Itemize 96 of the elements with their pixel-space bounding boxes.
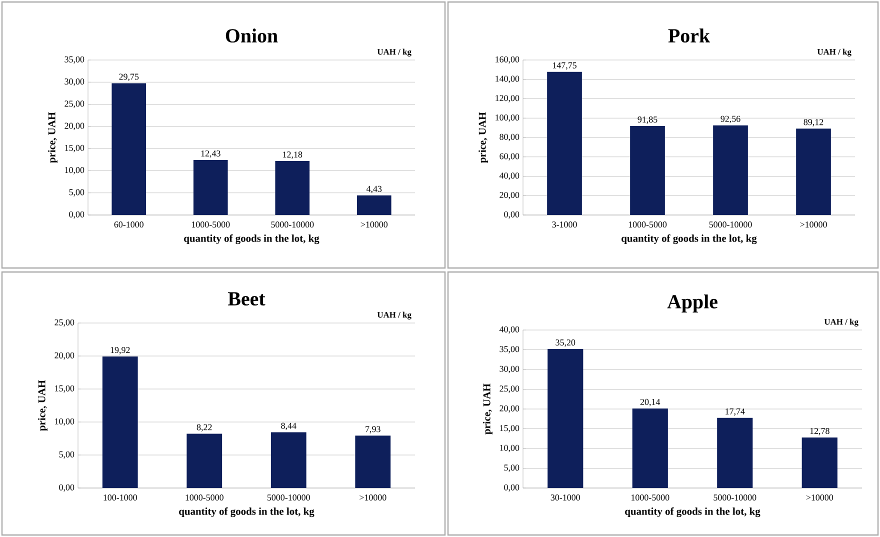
y-tick-label: 10,00 — [55, 418, 74, 426]
bar — [356, 195, 392, 215]
y-tick-label: 40,00 — [499, 172, 520, 180]
x-tick-label: >10000 — [806, 494, 834, 501]
data-label: 8,22 — [196, 424, 212, 432]
y-axis-title: price, UAH — [48, 112, 58, 163]
bar — [112, 83, 146, 215]
bar — [630, 126, 665, 215]
chart-title: Onion — [226, 28, 278, 43]
data-label: 147,75 — [552, 62, 576, 70]
x-tick-label: 1000-5000 — [192, 222, 230, 228]
y-tick-label: 5,00 — [504, 464, 520, 472]
y-tick-label: 0,00 — [504, 211, 520, 219]
y-tick-label: 30,00 — [64, 78, 84, 86]
y-tick-label: 20,00 — [500, 192, 520, 200]
y-tick-label: 0,00 — [59, 484, 74, 492]
y-tick-label: 20,00 — [54, 352, 74, 360]
x-tick-label: 3-1000 — [552, 222, 577, 228]
x-axis-title: quantity of goods in the lot, kg — [622, 234, 757, 244]
bar — [547, 72, 582, 215]
bar — [717, 418, 753, 488]
y-tick-label: 120,00 — [496, 95, 520, 102]
x-axis-title: quantity of goods in the lot, kg — [625, 507, 760, 518]
data-label: 12,43 — [201, 150, 220, 158]
x-tick-label: >10000 — [360, 494, 386, 501]
data-label: 8,44 — [281, 422, 296, 430]
x-axis-title: quantity of goods in the lot, kg — [184, 234, 320, 244]
data-label: 35,20 — [556, 339, 576, 347]
text: UAH / kg — [377, 48, 412, 56]
y-tick-label: 15,00 — [55, 385, 74, 393]
x-tick-label: 5000-10000 — [714, 494, 756, 501]
data-label: 4,43 — [366, 186, 382, 194]
text: UAH / kg — [824, 318, 858, 326]
data-label: 29,75 — [119, 74, 139, 82]
data-label: 12,18 — [283, 152, 302, 159]
data-label: 89,12 — [804, 119, 824, 126]
bar — [355, 436, 391, 488]
y-tick-label: 20,00 — [500, 405, 520, 413]
y-tick-label: 10,00 — [500, 444, 520, 452]
text: UAH / kg — [377, 312, 412, 320]
y-tick-label: 25,00 — [54, 319, 74, 327]
y-tick-label: 80,00 — [500, 134, 520, 142]
x-tick-label: 1000-5000 — [631, 494, 670, 501]
bar — [186, 434, 222, 488]
y-tick-label: 40,00 — [499, 326, 520, 334]
y-tick-label: 160,00 — [496, 56, 520, 64]
bar — [270, 432, 306, 488]
data-label: 20,14 — [640, 398, 660, 406]
data-label: 7,93 — [366, 426, 380, 434]
bar — [713, 125, 748, 215]
y-tick-label: 5,00 — [59, 451, 74, 459]
x-tick-label: 5000-10000 — [709, 222, 752, 228]
y-tick-label: 140,00 — [496, 76, 520, 84]
data-label: 17,74 — [726, 408, 745, 416]
y-tick-label: 0,00 — [69, 211, 84, 219]
y-tick-label: 0,00 — [504, 484, 520, 492]
x-axis-title: quantity of goods in the lot, kg — [179, 507, 314, 518]
data-label: 12,78 — [810, 428, 830, 436]
y-axis-title: price, UAH — [482, 384, 492, 434]
bar — [193, 160, 228, 215]
bar — [548, 348, 584, 488]
bar — [632, 408, 668, 488]
x-tick-label: >10000 — [800, 222, 827, 228]
bar — [796, 128, 831, 215]
y-tick-label: 25,00 — [64, 100, 84, 108]
x-tick-label: 30-1000 — [550, 494, 580, 501]
x-tick-label: 5000-10000 — [267, 494, 310, 501]
y-tick-label: 35,00 — [500, 346, 520, 354]
x-tick-label: 100-1000 — [104, 494, 137, 501]
y-axis-title: price, UAH — [38, 380, 48, 431]
data-label: 19,92 — [110, 347, 130, 354]
y-axis-title: price, UAH — [478, 112, 488, 163]
chart-title: Pork — [668, 28, 710, 43]
data-label: 92,56 — [720, 116, 740, 124]
y-tick-label: 100,00 — [496, 114, 520, 122]
y-tick-label: 5,00 — [69, 189, 84, 197]
y-tick-label: 15,00 — [65, 144, 84, 152]
y-tick-label: 60,00 — [500, 153, 520, 161]
x-tick-label: 1000-5000 — [628, 222, 667, 228]
bar — [102, 356, 138, 488]
y-tick-label: 35,00 — [64, 56, 84, 64]
text: UAH / kg — [817, 48, 852, 56]
bar — [802, 438, 838, 488]
x-tick-label: 5000-10000 — [271, 222, 314, 228]
y-tick-label: 10,00 — [65, 167, 84, 174]
bar — [275, 161, 310, 215]
chart-title: Beet — [228, 292, 266, 306]
y-tick-label: 25,00 — [500, 386, 520, 393]
chart-title: Apple — [667, 294, 718, 313]
x-tick-label: 1000-5000 — [186, 494, 224, 501]
data-label: 91,85 — [638, 116, 658, 124]
y-tick-label: 30,00 — [500, 366, 520, 374]
x-tick-label: 60-1000 — [114, 222, 144, 228]
y-tick-label: 15,00 — [500, 425, 520, 432]
y-tick-label: 20,00 — [64, 122, 84, 130]
x-tick-label: >10000 — [360, 222, 388, 228]
